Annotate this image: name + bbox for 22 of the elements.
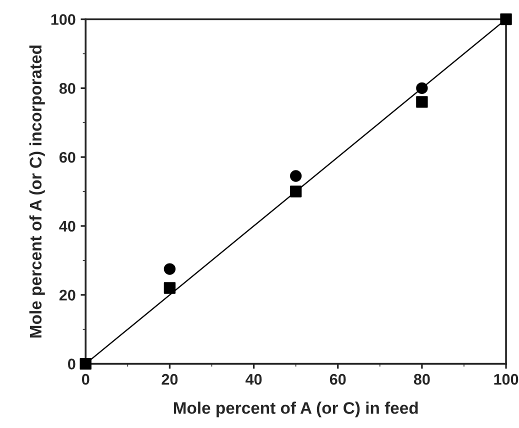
- point: [164, 282, 176, 294]
- point: [416, 82, 428, 94]
- y-tick-label: 80: [59, 83, 76, 94]
- x-tick-label: 100: [494, 374, 518, 385]
- point: [290, 170, 302, 182]
- y-tick-label: 60: [59, 152, 76, 163]
- point: [164, 263, 176, 275]
- x-tick-label: 0: [82, 374, 90, 385]
- y-tick-label: 100: [51, 14, 76, 25]
- x-tick-label: 20: [162, 374, 178, 385]
- x-tick-label: 60: [330, 374, 346, 385]
- point: [416, 96, 428, 108]
- x-tick-label: 40: [246, 374, 262, 385]
- point: [290, 186, 302, 198]
- y-tick-label: 0: [68, 358, 76, 370]
- x-tick-label: 80: [414, 374, 430, 385]
- point: [80, 358, 92, 370]
- x-axis-title: Mole percent of A (or C) in feed: [174, 402, 418, 418]
- y-axis-title: Mole percent of A (or C) incorporated: [29, 46, 45, 338]
- point: [500, 13, 512, 26]
- y-tick-label: 40: [59, 220, 76, 232]
- y-tick-label: 20: [59, 290, 76, 301]
